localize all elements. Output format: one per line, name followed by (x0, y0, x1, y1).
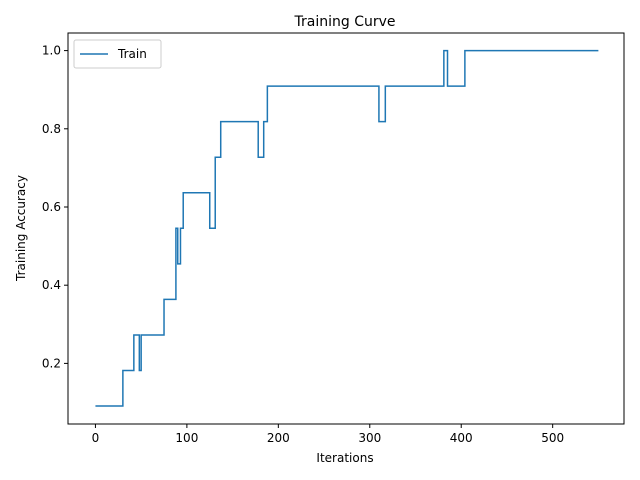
legend-label-train: Train (117, 47, 147, 61)
x-tick-label: 300 (358, 431, 381, 445)
x-tick-label: 400 (450, 431, 473, 445)
y-axis-title: Training Accuracy (14, 175, 28, 282)
x-tick-label: 100 (175, 431, 198, 445)
y-tick-label: 0.2 (42, 356, 61, 370)
plot-area: 0 100 200 300 400 500 0.2 0.4 0.6 0.8 1.0 (42, 32, 625, 445)
legend-box (73, 39, 162, 69)
x-tick-label: 200 (267, 431, 290, 445)
series-layer (95, 49, 599, 407)
x-tick-label: 500 (541, 431, 564, 445)
legend: Train (73, 39, 162, 69)
y-tick-label: 0.4 (42, 278, 61, 292)
series-line-train (95, 49, 599, 407)
x-axis-ticks: 0 100 200 300 400 500 (92, 424, 564, 445)
y-axis-ticks: 0.2 0.4 0.6 0.8 1.0 (42, 44, 68, 370)
chart-title: Training Curve (294, 14, 396, 30)
y-tick-label: 0.8 (42, 122, 61, 136)
x-axis-title: Iterations (316, 451, 373, 465)
y-tick-label: 1.0 (42, 44, 61, 58)
y-tick-label: 0.6 (42, 200, 61, 214)
x-tick-label: 0 (92, 431, 100, 445)
axes-frame (67, 32, 625, 425)
